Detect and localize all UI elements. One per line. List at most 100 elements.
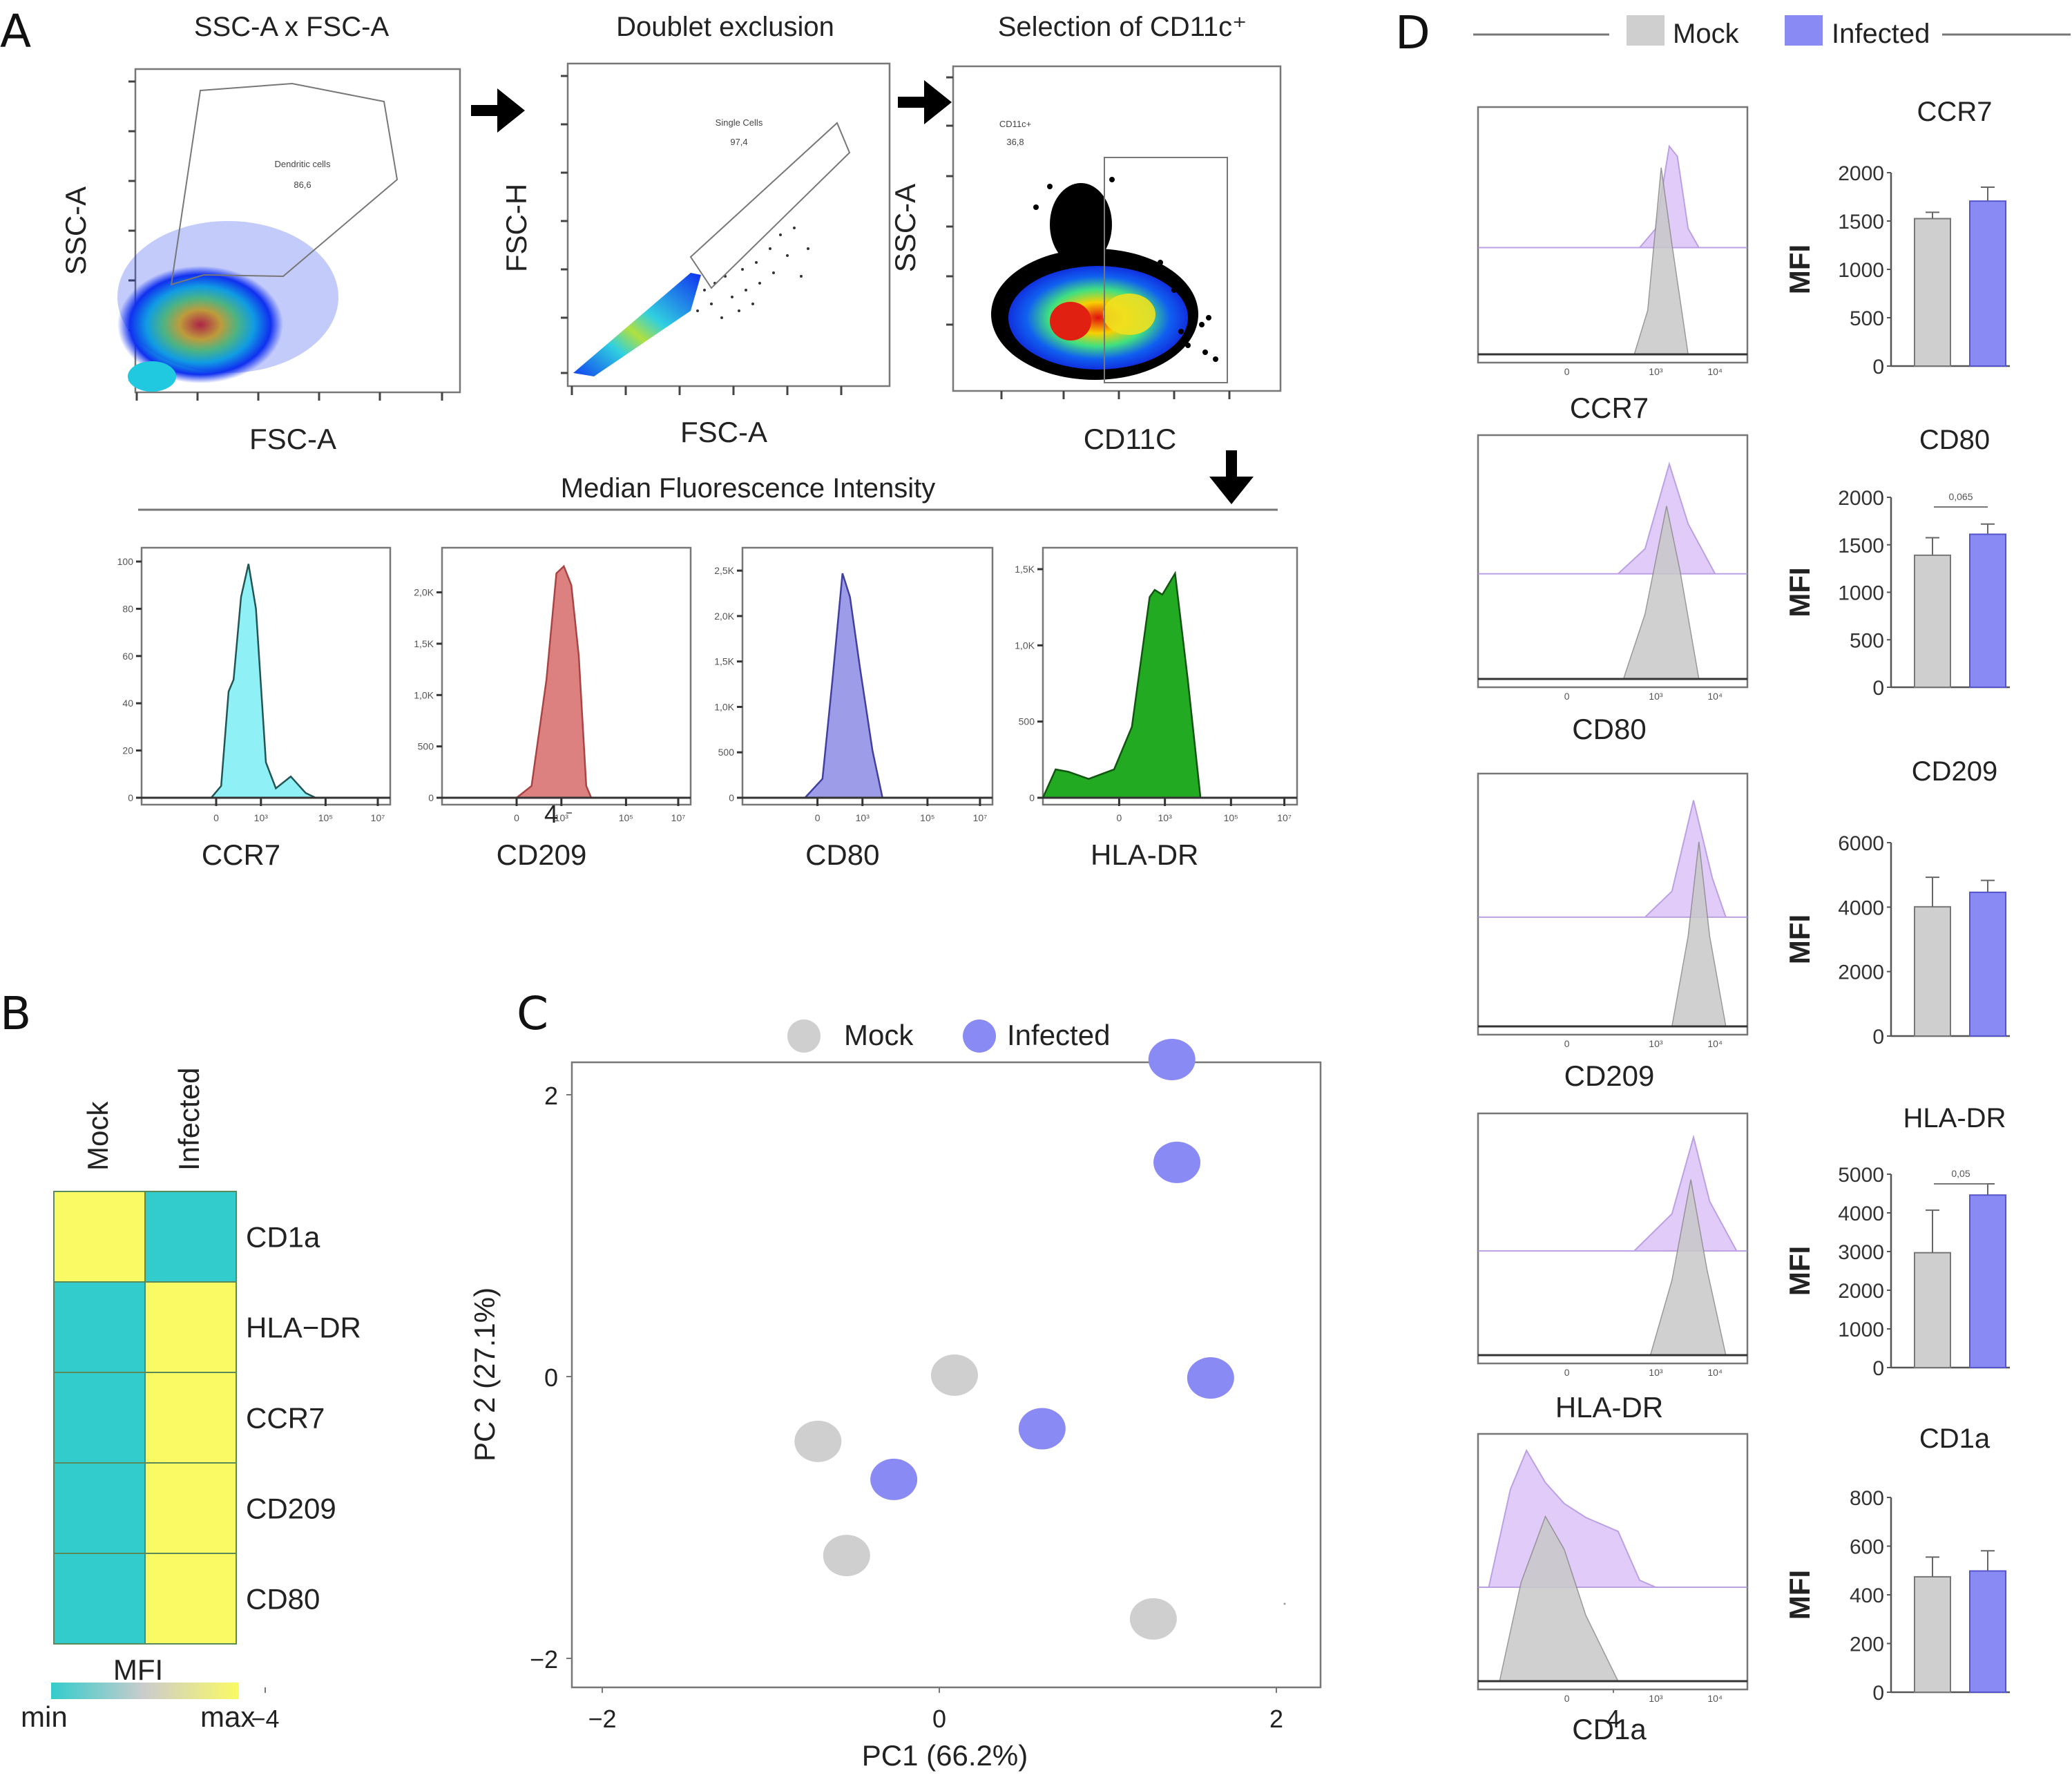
y-tick-label: −2 (530, 1645, 558, 1674)
x-tick-label: 0 (1564, 366, 1570, 377)
density-cloud (573, 273, 701, 376)
heatmap-cell (144, 1281, 237, 1373)
y-tick-label: 40 (122, 698, 133, 709)
arrow-down-icon (1209, 450, 1254, 504)
bar-chart-title: CCR7 (1917, 97, 1993, 127)
x-tick-label: 0 (213, 812, 219, 823)
gate-name: Dendritic cells (275, 159, 331, 169)
axis-ticks (946, 76, 1231, 399)
y-axis-label: MFI (1783, 245, 1816, 294)
y-tick-label: 0 (1029, 792, 1035, 803)
y-tick-label: 2000 (1838, 1280, 1884, 1303)
histogram-hla-dr: 0 500 1,0K 1,5K 0 10³ 10⁵ 10⁷ HLA-DR (1015, 546, 1298, 871)
y-tick-label: 0 (428, 792, 434, 803)
y-tick-label: 20 (122, 745, 133, 756)
x-tick-label: 4 (1606, 1705, 1620, 1733)
bar-mock (1914, 1252, 1951, 1369)
density-peak (1103, 294, 1155, 335)
x-tick-label: 10³ (1649, 691, 1663, 702)
heatmap-legend-max: max (200, 1700, 255, 1733)
bar-chart-title: CD80 (1919, 425, 1990, 455)
y-axis-label: SSC-A (889, 184, 921, 272)
x-tick-label: 0 (932, 1705, 946, 1733)
pca-point-mock (1129, 1598, 1177, 1640)
y-tick-label: 500 (718, 747, 735, 758)
x-tick-label: 10⁴ (1707, 691, 1723, 702)
heatmap-row-label: CD80 (246, 1583, 320, 1616)
histogram-marker-label: CD209 (497, 839, 587, 871)
heatmap-legend-gradient (51, 1683, 239, 1699)
gate-value: 36,8 (1006, 137, 1024, 147)
pca-point-mock (823, 1535, 870, 1577)
gate-value: 97,4 (730, 137, 747, 147)
gating-plot-title: SSC-A x FSC-A (194, 12, 390, 42)
heatmap-cell (144, 1372, 237, 1464)
y-tick-label: 2 (544, 1082, 558, 1110)
y-tick-label: 1,0K (714, 701, 734, 712)
gate-rectangle (1104, 157, 1228, 383)
heatmap-cell (144, 1462, 237, 1554)
legend-swatch-mock (1627, 15, 1665, 46)
density-cloud (117, 266, 283, 383)
heatmap-row-label: CCR7 (246, 1402, 325, 1435)
y-tick-label: 1,0K (1015, 640, 1035, 651)
arrow-right-icon (898, 80, 952, 124)
y-tick-label: 2000 (1838, 961, 1884, 984)
heatmap-cell (144, 1553, 237, 1645)
overlay-marker-label: CD209 (1564, 1060, 1655, 1092)
x-tick-label: 0 (1564, 1367, 1570, 1378)
density-halo (117, 221, 338, 373)
y-tick-label: 6000 (1838, 832, 1884, 855)
axis-ticks (561, 75, 843, 395)
y-axis-label: MFI (1783, 914, 1816, 964)
pca-point-infected (1187, 1357, 1234, 1399)
y-tick-label: 2000 (1838, 162, 1884, 185)
x-tick-label: 10⁴ (1707, 1693, 1723, 1704)
gate-value: 86,6 (294, 180, 311, 190)
heatmap: Mock Infected CD1a HLA−DR CCR7 CD209 CD80 MFI mi… (21, 1068, 361, 1733)
y-tick-label: 400 (1850, 1584, 1884, 1607)
overlay-infected-area (1478, 800, 1747, 918)
y-tick-label: 1500 (1838, 535, 1884, 557)
bar-infected (1969, 891, 2006, 1037)
x-tick-label: 10³ (1649, 1693, 1663, 1704)
legend-label-mock: Mock (844, 1019, 914, 1051)
legend-label-infected: Infected (1007, 1019, 1110, 1051)
y-tick-label: 1000 (1838, 582, 1884, 605)
y-tick-label: 5000 (1838, 1164, 1884, 1187)
p-value-label: 0,065 (1948, 491, 1973, 502)
histogram-area (1042, 571, 1297, 799)
y-tick-label: 0 (128, 792, 133, 803)
y-tick-label: 500 (1850, 629, 1884, 652)
y-axis-label: MFI (1783, 567, 1816, 617)
panel-d-legend: Mock Infected (1473, 15, 2071, 49)
y-tick-label: 0 (1872, 1357, 1884, 1380)
overlay-marker-label: CD80 (1572, 713, 1646, 745)
y-tick-label: 1,5K (1015, 564, 1035, 575)
pca-point-infected (1018, 1408, 1066, 1450)
x-axis-label: CD11C (1084, 423, 1177, 455)
overlay-infected-area (1478, 144, 1747, 249)
bar-chart-title: HLA-DR (1903, 1103, 2006, 1133)
pca-point-infected (870, 1458, 918, 1500)
gating-plot-cd11c: Selection of CD11c⁺ CD11c+ 36,8 SSC-A CD… (889, 12, 1282, 455)
panel-letter-b: B (0, 987, 31, 1040)
x-tick-label: 10³ (254, 812, 269, 823)
y-tick-label: 3000 (1838, 1241, 1884, 1264)
heatmap-cell (53, 1462, 146, 1554)
y-tick-label: 100 (117, 556, 134, 567)
x-tick-label: 0 (1117, 812, 1122, 823)
y-tick-label: 4 (544, 800, 558, 828)
y-tick-label: 200 (1850, 1634, 1884, 1656)
panel-d-row-hla-dr: 0 10³ 10⁴ HLA-DR HLA-DR 0 1000 2000 3000 4000 5000… (1477, 1103, 2010, 1424)
y-axis-label: MFI (1783, 1246, 1816, 1296)
histogram-cd209: 0 500 1,0K 1,5K 2,0K 0 10³ 10⁵ 10⁷ CD209 (414, 546, 692, 871)
x-tick-label: 10⁷ (371, 812, 385, 823)
gate-name: Single Cells (716, 117, 763, 128)
heatmap-row-label: CD1a (246, 1221, 320, 1254)
y-tick-label: 2,5K (714, 565, 734, 576)
overlay-infected-area (1478, 461, 1747, 575)
density-peak (1050, 302, 1091, 341)
x-tick-label: 10⁴ (1707, 366, 1723, 377)
